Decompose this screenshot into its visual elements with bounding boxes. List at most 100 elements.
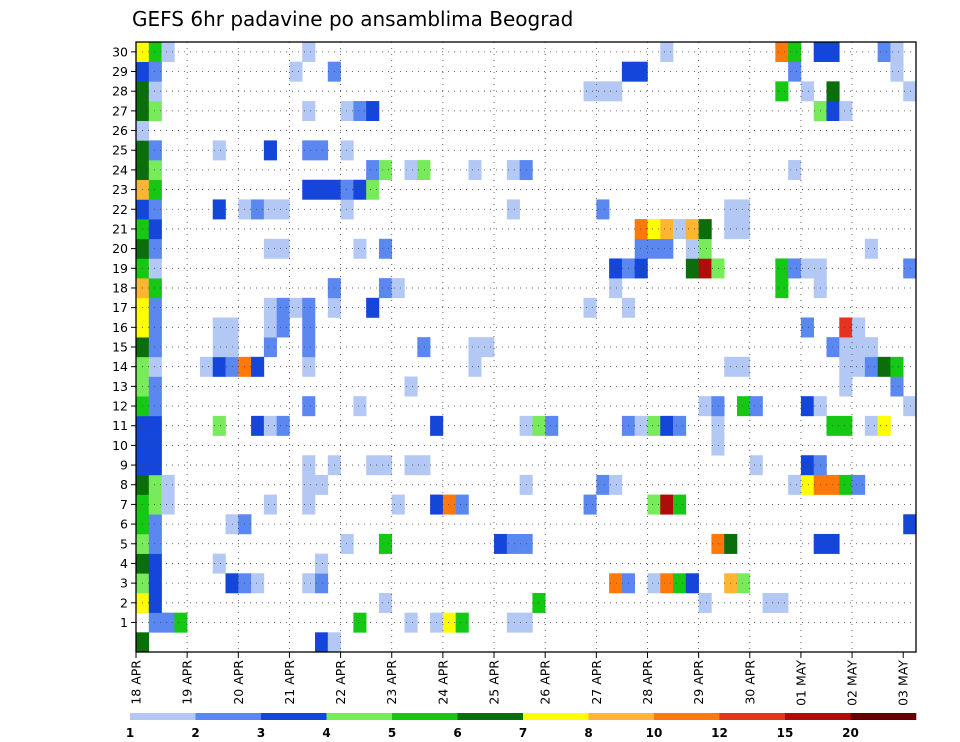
- heatmap-cell: [302, 42, 316, 62]
- heatmap-cell: [417, 337, 431, 358]
- heatmap-cell: [903, 396, 917, 417]
- heatmap-cell: [609, 258, 623, 279]
- y-tick-label: 16: [112, 320, 128, 335]
- heatmap-cell: [148, 435, 162, 456]
- heatmap-cell: [148, 376, 162, 397]
- heatmap-cell: [800, 317, 815, 338]
- heatmap-cell: [609, 573, 623, 594]
- heatmap-cell: [506, 533, 520, 554]
- heatmap-cell: [455, 494, 469, 515]
- heatmap-cell: [711, 533, 725, 554]
- heatmap-cell: [302, 455, 316, 476]
- heatmap-cell: [148, 415, 162, 436]
- heatmap-cell: [302, 494, 316, 515]
- heatmap-cell: [366, 455, 380, 476]
- heatmap-cell: [148, 179, 162, 200]
- colorbar-swatch: [588, 713, 655, 720]
- heatmap-cell: [315, 632, 329, 653]
- heatmap-cell: [826, 101, 840, 122]
- heatmap-cell: [800, 81, 815, 102]
- heatmap-cell: [148, 160, 162, 181]
- heatmap-cell: [378, 238, 393, 259]
- y-tick-label: 6: [120, 517, 128, 532]
- heatmap-cell: [148, 238, 162, 259]
- heatmap-cell: [673, 219, 687, 240]
- heatmap-cell: [749, 455, 763, 476]
- y-tick-label: 27: [112, 103, 128, 118]
- heatmap-cell: [647, 219, 661, 240]
- heatmap-cell: [148, 61, 162, 82]
- heatmap-cell: [673, 573, 687, 594]
- heatmap-cell: [366, 179, 380, 200]
- heatmap-cell: [736, 219, 751, 240]
- heatmap-cell: [340, 533, 354, 554]
- heatmap-cell: [378, 455, 393, 476]
- heatmap-cell: [212, 553, 226, 574]
- heatmap-cell: [864, 356, 878, 377]
- heatmap-cell: [685, 573, 699, 594]
- heatmap-cell: [353, 396, 367, 417]
- heatmap-cell: [302, 356, 316, 377]
- heatmap-cell: [596, 199, 610, 220]
- heatmap-cell: [366, 297, 380, 318]
- y-tick-label: 29: [112, 64, 128, 79]
- heatmap-cell: [826, 81, 840, 102]
- heatmap-cell: [302, 573, 316, 594]
- heatmap-cell: [340, 101, 354, 122]
- heatmap-cell: [148, 199, 162, 220]
- y-tick-label: 12: [112, 399, 128, 414]
- colorbar-level-label: 3: [257, 726, 265, 740]
- heatmap-cell: [877, 415, 891, 436]
- heatmap-cell: [378, 160, 393, 181]
- heatmap-cell: [698, 396, 712, 417]
- heatmap-cell: [212, 337, 226, 358]
- heatmap-cell: [136, 632, 150, 653]
- heatmap-cell: [148, 553, 162, 574]
- y-tick-label: 17: [112, 300, 128, 315]
- heatmap-cell: [673, 494, 687, 515]
- heatmap-cell: [736, 356, 751, 377]
- heatmap-cell: [468, 337, 482, 358]
- chart-title: GEFS 6hr padavine po ansamblima Beograd: [132, 7, 573, 31]
- y-tick-label: 26: [112, 123, 128, 138]
- colorbar-swatch: [392, 713, 458, 720]
- heatmap-cell: [148, 573, 162, 594]
- heatmap-cell: [404, 160, 418, 181]
- heatmap-cell: [212, 140, 226, 161]
- heatmap-cell: [263, 199, 277, 220]
- colorbar-level-label: 1: [126, 726, 134, 740]
- dotted-grid: [136, 42, 916, 652]
- heatmap-cell: [289, 297, 303, 318]
- heatmap-cell: [864, 337, 878, 358]
- y-tick-label: 14: [112, 359, 128, 374]
- heatmap-cell: [276, 297, 290, 318]
- heatmap-cell: [263, 317, 277, 338]
- heatmap-cell: [302, 140, 316, 161]
- heatmap-cell: [263, 140, 277, 161]
- heatmap-cell: [647, 573, 661, 594]
- heatmap-cell: [289, 61, 303, 82]
- heatmap-cell: [839, 317, 853, 338]
- heatmap-cell: [506, 612, 520, 633]
- heatmap-cell: [353, 612, 367, 633]
- heatmap-cell: [302, 297, 316, 318]
- y-tick-label: 19: [112, 261, 128, 276]
- heatmap-cell: [698, 219, 712, 240]
- heatmap-cell: [148, 297, 162, 318]
- heatmap-cell: [276, 238, 290, 259]
- colorbar-swatch: [523, 713, 589, 720]
- heatmap-cell: [148, 337, 162, 358]
- heatmap-cell: [212, 317, 226, 338]
- heatmap-cell: [148, 396, 162, 417]
- heatmap-cell: [148, 455, 162, 476]
- heatmap-cell: [378, 592, 393, 613]
- heatmap-cell: [263, 238, 277, 259]
- colorbar-swatch: [719, 713, 786, 720]
- x-tick-label: 01 MAY: [793, 660, 808, 706]
- heatmap-cell: [148, 101, 162, 122]
- heatmap-cell: [890, 356, 904, 377]
- y-tick-label: 4: [120, 556, 128, 571]
- heatmap-cell: [852, 474, 866, 495]
- colorbar: 1 2 3 4 5 6 7 8 10 12 15 20: [126, 713, 917, 740]
- x-tick-label: 27 APR: [589, 660, 604, 705]
